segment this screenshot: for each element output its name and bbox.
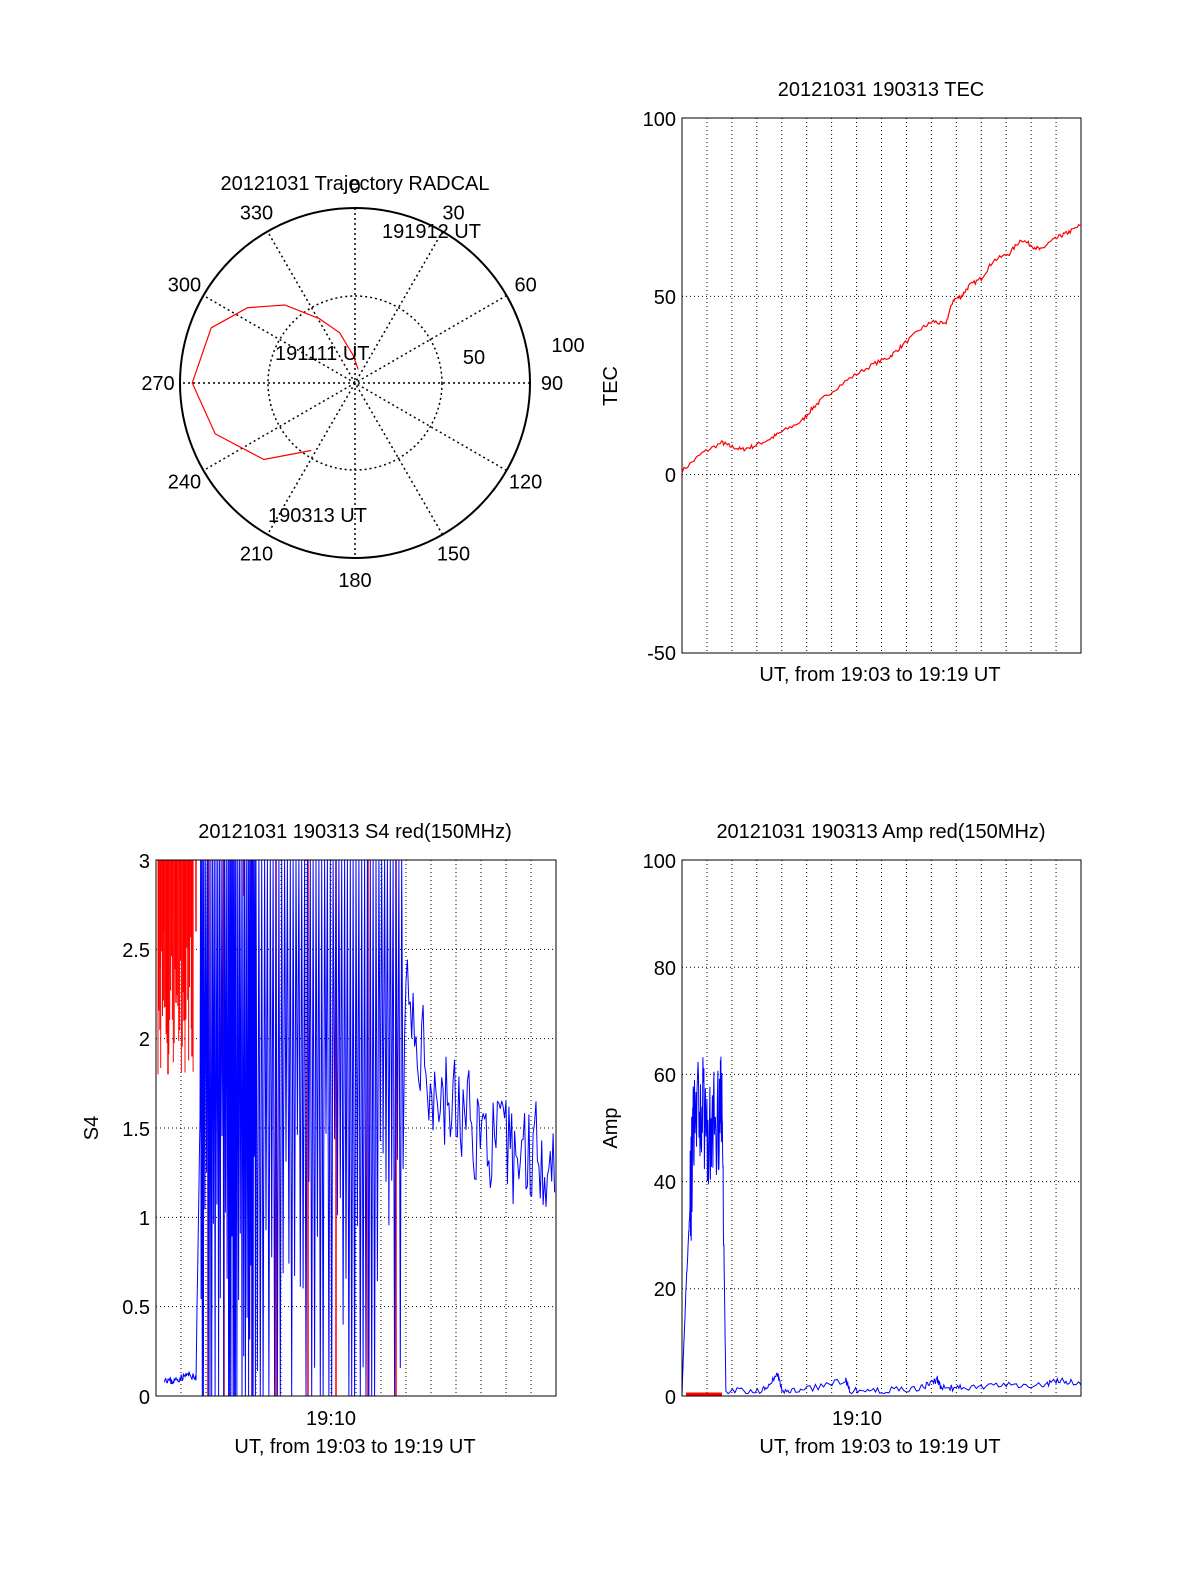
s4-x-tick-label: 19:10 — [306, 1408, 356, 1430]
amp-y-axis-label: Amp — [600, 1107, 622, 1148]
tec-y-tick-labels: 100 50 0 -50 — [643, 109, 676, 665]
polar-angle-label: 60 — [514, 275, 536, 297]
amp-y-tick-labels: 100 80 60 40 20 0 — [643, 851, 676, 1409]
tec-plot-frame — [681, 117, 1082, 654]
amp-panel: 20121031 190313 Amp red(150MHz) 100 80 6… — [600, 821, 1082, 1458]
polar-angle-label: 120 — [509, 472, 542, 494]
tec-ytick-50: 50 — [654, 287, 676, 309]
polar-angle-label: 270 — [141, 373, 174, 395]
tec-title: 20121031 190313 TEC — [778, 79, 984, 101]
polar-angle-label: 30 — [442, 202, 464, 224]
polar-angle-label: 0 — [349, 176, 360, 198]
polar-angle-label: 210 — [240, 544, 273, 566]
polar-trajectory-line — [191, 304, 359, 461]
s4-x-axis-label: UT, from 19:03 to 19:19 UT — [234, 1436, 475, 1458]
polar-angle-labels: 0 30 60 90 120 150 180 210 240 270 300 330 — [141, 176, 563, 592]
tec-ytick-0: 0 — [665, 465, 676, 487]
tec-x-axis-label: UT, from 19:03 to 19:19 UT — [759, 664, 1000, 686]
polar-angle-label: 330 — [240, 202, 273, 224]
polar-angle-label: 300 — [168, 275, 201, 297]
amp-x-axis-label: UT, from 19:03 to 19:19 UT — [759, 1436, 1000, 1458]
tec-y-axis-label: TEC — [600, 366, 622, 406]
polar-annotation-end: 191912 UT — [382, 221, 481, 243]
s4-ytick-1: 1 — [139, 1208, 150, 1230]
tec-grid — [682, 118, 1081, 653]
amp-blue-series — [681, 1056, 1082, 1397]
amp-ytick-40: 40 — [654, 1172, 676, 1194]
polar-spokes — [180, 208, 530, 558]
polar-angle-label: 90 — [541, 373, 563, 395]
polar-angle-label: 150 — [437, 544, 470, 566]
polar-angle-label: 240 — [168, 472, 201, 494]
amp-ytick-80: 80 — [654, 958, 676, 980]
tec-panel: 20121031 190313 TEC 100 50 0 -50 TEC UT,… — [600, 79, 1082, 686]
polar-trajectory-panel: 20121031 Trajectory RADCAL 0 30 60 90 120 150… — [141, 173, 584, 592]
polar-title: 20121031 Trajectory RADCAL — [220, 173, 489, 195]
polar-radius-label-100: 100 — [551, 335, 584, 357]
amp-title: 20121031 190313 Amp red(150MHz) — [716, 821, 1045, 843]
amp-ytick-20: 20 — [654, 1279, 676, 1301]
tec-ytick-100: 100 — [643, 109, 676, 131]
amp-ytick-100: 100 — [643, 851, 676, 873]
s4-ytick-3: 3 — [139, 851, 150, 873]
s4-blue-line — [163, 859, 556, 1397]
amp-ytick-60: 60 — [654, 1065, 676, 1087]
s4-ytick-2-5: 2.5 — [122, 940, 150, 962]
s4-blue-series — [163, 859, 556, 1397]
s4-title: 20121031 190313 S4 red(150MHz) — [198, 821, 512, 843]
tec-ytick-minus50: -50 — [647, 643, 676, 665]
s4-ytick-0-5: 0.5 — [122, 1297, 150, 1319]
s4-ytick-1-5: 1.5 — [122, 1119, 150, 1141]
amp-x-tick-label: 19:10 — [832, 1408, 882, 1430]
s4-plot-frame — [155, 859, 557, 1397]
s4-y-tick-labels: 3 2.5 2 1.5 1 0.5 0 — [122, 851, 150, 1409]
polar-annotation-start: 190313 UT — [268, 505, 367, 527]
s4-y-axis-label: S4 — [81, 1116, 103, 1140]
polar-annotation-mid: 191111 UT — [275, 343, 370, 365]
s4-ytick-0: 0 — [139, 1387, 150, 1409]
amp-blue-line — [681, 1056, 1082, 1397]
polar-spoke — [266, 231, 444, 535]
amp-grid — [682, 860, 1081, 1396]
amp-ytick-0: 0 — [665, 1387, 676, 1409]
s4-panel: 20121031 190313 S4 red(150MHz) 3 2.5 2 1… — [81, 821, 557, 1458]
polar-radius-label-50: 50 — [463, 347, 485, 369]
s4-ytick-2: 2 — [139, 1029, 150, 1051]
polar-angle-label: 180 — [338, 570, 371, 592]
tec-series-line — [681, 223, 1082, 474]
amp-plot-frame — [681, 859, 1082, 1397]
